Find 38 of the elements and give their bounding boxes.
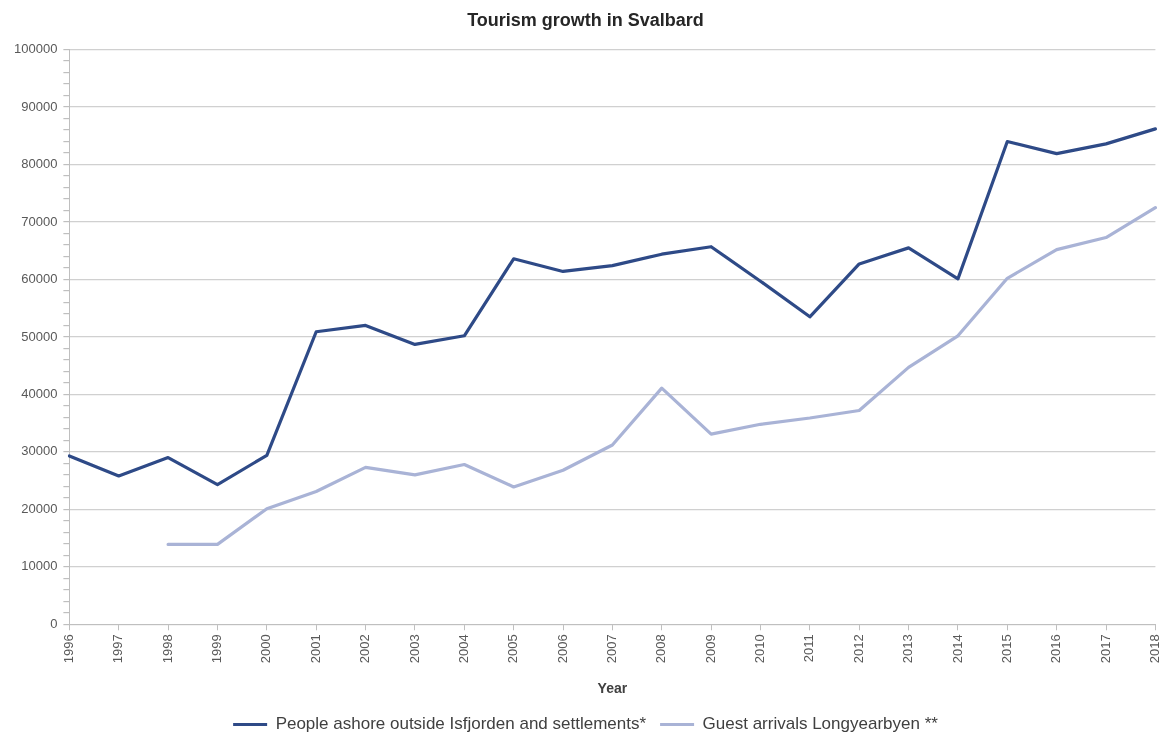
x-tick-label: 1996 — [60, 634, 76, 664]
x-tick-label: 2004 — [455, 634, 471, 664]
y-tick-label: 0 — [50, 615, 58, 631]
x-tick-label: 2015 — [998, 634, 1014, 664]
chart-title: Tourism growth in Svalbard — [467, 9, 704, 30]
x-tick-label: 2005 — [505, 634, 521, 664]
y-tick-label: 100000 — [13, 41, 58, 57]
y-tick-label: 30000 — [21, 443, 58, 459]
x-tick-label: 2000 — [258, 634, 274, 664]
x-tick-label: 2012 — [850, 634, 866, 664]
y-tick-label: 20000 — [21, 500, 58, 516]
x-tick-label: 2010 — [752, 634, 768, 664]
x-tick-label: 2014 — [949, 634, 965, 664]
x-tick-label: 2001 — [307, 634, 323, 664]
y-tick-label: 80000 — [21, 156, 58, 172]
y-tick-label: 60000 — [21, 271, 58, 287]
x-tick-label: 2016 — [1048, 634, 1064, 664]
x-tick-label: 2003 — [406, 634, 422, 664]
x-tick-label: 2011 — [801, 634, 817, 663]
x-tick-label: 2017 — [1097, 634, 1113, 664]
x-tick-label: 1998 — [159, 634, 175, 664]
y-tick-label: 70000 — [21, 213, 58, 229]
x-tick-label: 2002 — [357, 634, 373, 664]
legend-label: Guest arrivals Longyearbyen ** — [702, 714, 939, 734]
y-tick-label: 40000 — [21, 385, 58, 401]
x-tick-label: 1999 — [209, 634, 225, 664]
legend-label: People ashore outside Isfjorden and settlements* — [275, 714, 647, 734]
x-tick-label: 2008 — [653, 634, 669, 664]
x-tick-label: 2009 — [702, 634, 718, 664]
x-tick-label: 2006 — [554, 634, 570, 664]
x-tick-label: 1997 — [110, 634, 126, 664]
y-tick-label: 10000 — [21, 558, 58, 574]
x-tick-label: 2013 — [900, 634, 916, 664]
x-tick-label: 2018 — [1146, 634, 1162, 664]
y-tick-label: 50000 — [21, 328, 58, 344]
y-tick-label: 90000 — [21, 98, 58, 114]
x-axis-title: Year — [597, 680, 628, 697]
x-tick-label: 2007 — [603, 634, 619, 664]
